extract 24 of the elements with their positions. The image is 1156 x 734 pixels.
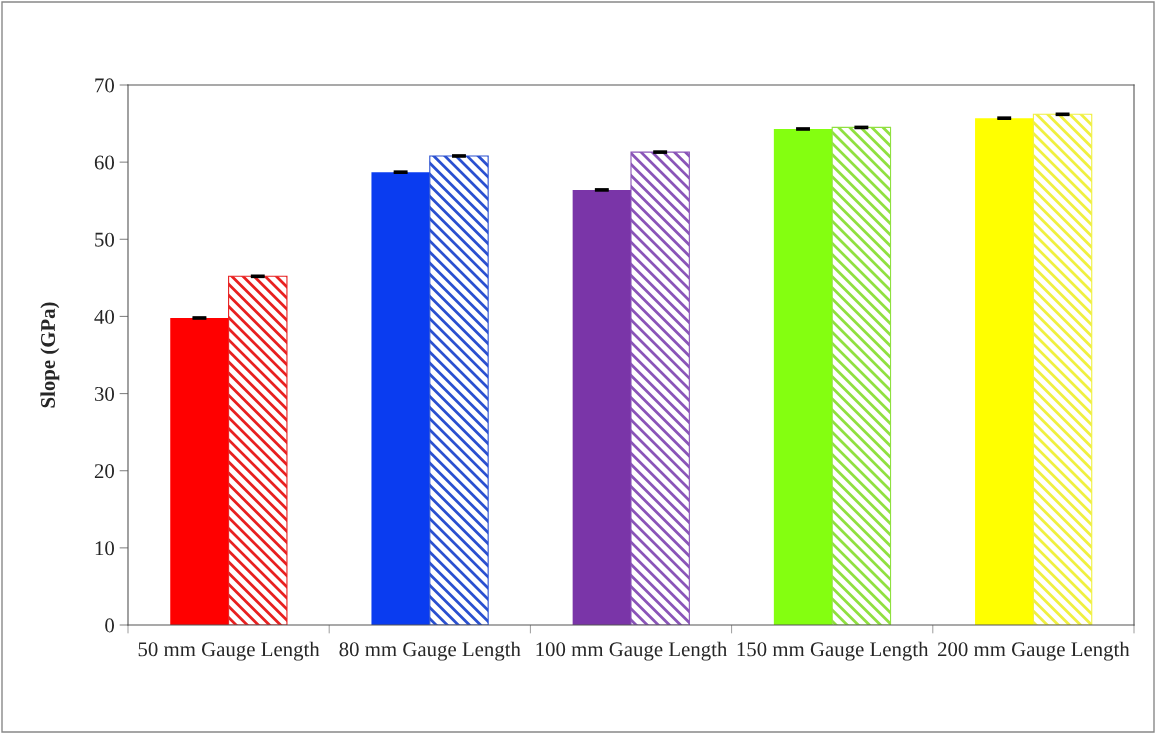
bar: [630, 151, 690, 625]
y-tick-label: 60: [94, 155, 115, 170]
bar: [773, 128, 833, 625]
x-tick-label: 150 mm Gauge Length: [737, 641, 929, 661]
y-tick-label: 30: [94, 386, 115, 401]
y-tick-label: 20: [94, 464, 115, 479]
x-tick-label: 100 mm Gauge Length: [536, 641, 728, 661]
y-tick-label: 70: [95, 78, 115, 93]
x-tick-label: 200 mm Gauge Length: [937, 641, 1130, 661]
bar: [572, 189, 631, 625]
bar: [170, 317, 229, 625]
y-axis-title: Slope (GPa): [40, 302, 60, 408]
y-tick-label: 50: [95, 232, 115, 247]
x-tick-label: 80 mm Gauge Length: [339, 641, 521, 661]
y-tick-label: 40: [94, 309, 115, 324]
bar: [228, 275, 288, 625]
y-tick-label: 0: [105, 618, 115, 633]
bar: [831, 126, 892, 625]
bar: [1032, 113, 1093, 625]
bar: [975, 118, 1034, 625]
bar: [371, 172, 430, 625]
bar: [429, 155, 489, 625]
x-tick-label: 50 mm Gauge Length: [138, 641, 320, 661]
y-tick-label: 10: [95, 541, 115, 556]
